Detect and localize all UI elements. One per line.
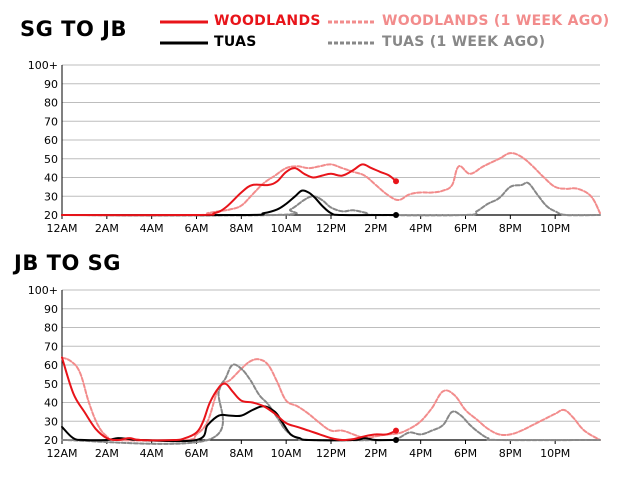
legend-label-tuas-week-ago: TUAS (1 WEEK AGO)	[382, 34, 546, 50]
y-tick-label: 80	[44, 322, 58, 335]
series-end-marker	[393, 437, 400, 443]
legend-label-woodlands: WOODLANDS	[214, 13, 321, 29]
legend-line-tuas	[160, 41, 208, 45]
series-line-woodlands-1-week-ago	[61, 152, 601, 217]
x-tick-label: 4AM	[140, 222, 164, 235]
x-tick-label: 4PM	[409, 447, 432, 460]
x-tick-label: 6AM	[184, 447, 208, 460]
series-end-marker	[393, 212, 400, 218]
chart-1: 20 30 40 50 60 70 80 90 100+ 12AM 2AM 4AM 6AM 8AM 10AM…	[28, 284, 601, 460]
x-tick-label: 12AM	[46, 222, 77, 235]
x-tick-label: 12PM	[316, 447, 346, 460]
x-tick-label: 10AM	[271, 222, 302, 235]
legend-line-tuas-week-ago	[328, 41, 376, 45]
y-tick-label: 70	[44, 340, 58, 353]
series-line-tuas	[61, 189, 397, 217]
y-tick-label: 20	[44, 434, 58, 447]
series-line-woodlands-1-week-ago	[61, 356, 601, 442]
series-end-marker	[393, 427, 400, 434]
x-tick-label: 10AM	[271, 447, 302, 460]
y-tick-label: 40	[44, 397, 58, 410]
series-line-woodlands	[61, 356, 397, 442]
legend-line-woodlands-week-ago	[328, 20, 376, 24]
x-tick-label: 2PM	[364, 222, 387, 235]
legend-line-woodlands	[160, 20, 208, 24]
y-tick-label: 100+	[28, 284, 58, 297]
x-tick-label: 4AM	[140, 447, 164, 460]
series-line-tuas	[61, 405, 397, 443]
x-tick-label: 2PM	[364, 447, 387, 460]
y-tick-label: 50	[44, 378, 58, 391]
y-tick-label: 80	[44, 97, 58, 110]
y-tick-label: 60	[44, 134, 58, 147]
y-tick-label: 90	[44, 303, 58, 316]
x-tick-label: 6PM	[454, 447, 477, 460]
y-tick-label: 90	[44, 78, 58, 91]
x-tick-label: 8PM	[499, 222, 522, 235]
legend-label-tuas: TUAS	[214, 34, 257, 50]
x-tick-label: 8AM	[229, 447, 253, 460]
x-tick-label: 10PM	[540, 222, 570, 235]
series-line-tuas-1-week-ago	[61, 181, 601, 217]
y-tick-label: 30	[44, 415, 58, 428]
series-end-marker	[393, 178, 400, 185]
chart-title-jb-to-sg: JB TO SG	[14, 251, 121, 275]
y-tick-label: 40	[44, 172, 58, 185]
x-tick-label: 8AM	[229, 222, 253, 235]
x-tick-label: 10PM	[540, 447, 570, 460]
x-tick-label: 2AM	[95, 447, 119, 460]
chart-0: 20 30 40 50 60 70 80 90 100+ 12AM 2AM 4AM 6AM 8AM 10AM…	[28, 59, 601, 235]
y-tick-label: 20	[44, 209, 58, 222]
legend-label-woodlands-week-ago: WOODLANDS (1 WEEK AGO)	[382, 13, 610, 29]
y-tick-label: 50	[44, 153, 58, 166]
series-line-woodlands	[61, 163, 397, 217]
x-tick-label: 6AM	[184, 222, 208, 235]
x-tick-label: 8PM	[499, 447, 522, 460]
x-tick-label: 4PM	[409, 222, 432, 235]
chart-title-sg-to-jb: SG TO JB	[20, 17, 127, 41]
x-tick-label: 6PM	[454, 222, 477, 235]
y-tick-label: 30	[44, 190, 58, 203]
x-tick-label: 2AM	[95, 222, 119, 235]
y-tick-label: 70	[44, 115, 58, 128]
y-tick-label: 60	[44, 359, 58, 372]
y-tick-label: 100+	[28, 59, 58, 72]
x-tick-label: 12AM	[46, 447, 77, 460]
x-tick-label: 12PM	[316, 222, 346, 235]
